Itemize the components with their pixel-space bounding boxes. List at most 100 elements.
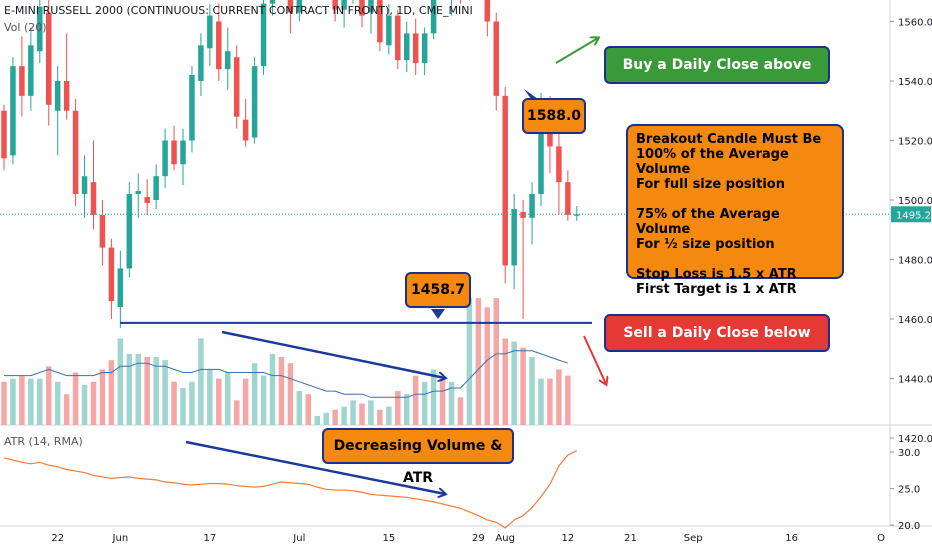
volume-bar bbox=[332, 409, 338, 425]
volume-bar bbox=[377, 409, 383, 425]
candle-body bbox=[556, 146, 562, 183]
candle-body bbox=[574, 214, 580, 216]
candle-body bbox=[368, 0, 374, 13]
price-tick-label: 1480.0 bbox=[898, 256, 932, 267]
candle-body bbox=[37, 6, 43, 52]
candle-body bbox=[484, 0, 491, 22]
volume-bar bbox=[1, 381, 7, 425]
candle-body bbox=[511, 208, 517, 266]
volume-bar bbox=[99, 369, 106, 425]
volume-bar bbox=[368, 400, 374, 425]
volume-bar bbox=[296, 391, 303, 425]
volume-bar bbox=[207, 369, 213, 425]
time-tick-label: 16 bbox=[785, 533, 798, 544]
candle-body bbox=[538, 101, 544, 195]
price-tick-label: 1560.0 bbox=[898, 18, 932, 29]
candle-body bbox=[269, 0, 276, 4]
volume-bar bbox=[314, 415, 320, 425]
volume-bar bbox=[278, 357, 285, 425]
atr-tick-label: 20.0 bbox=[898, 521, 920, 532]
volume-bar bbox=[395, 391, 401, 425]
time-tick-label: 17 bbox=[203, 533, 216, 544]
volume-bar bbox=[430, 369, 437, 425]
volume-bar bbox=[90, 381, 97, 425]
candle-body bbox=[10, 66, 16, 156]
atr-line bbox=[3, 450, 578, 529]
volume-bar bbox=[305, 394, 312, 425]
candle-body bbox=[144, 197, 150, 203]
rules-line: For ½ size position bbox=[636, 237, 775, 252]
candle-body bbox=[1, 110, 7, 159]
volume-bar bbox=[242, 378, 249, 425]
volume-bar bbox=[448, 381, 455, 425]
sell-callout: Sell a Daily Close below Range bbox=[604, 314, 830, 375]
volume-bar bbox=[538, 378, 544, 425]
candle-body bbox=[28, 45, 34, 96]
volume-bar bbox=[520, 347, 526, 425]
candle-body bbox=[233, 57, 240, 117]
candle-body bbox=[359, 0, 365, 16]
candle-body bbox=[198, 45, 204, 81]
volume-bar bbox=[135, 353, 141, 425]
volume-bar bbox=[180, 388, 186, 425]
last-price-tag bbox=[891, 206, 931, 223]
candle-body bbox=[126, 194, 133, 269]
symbol-title: E-MINI RUSSELL 2000 (CONTINUOUS: CURRENT… bbox=[4, 4, 473, 17]
rules-line: Stop Loss is 1.5 x ATR bbox=[636, 267, 797, 282]
volume-bar bbox=[421, 381, 428, 425]
candle-body bbox=[99, 214, 106, 248]
volume-bar bbox=[502, 338, 508, 425]
time-tick-label: 29 bbox=[472, 533, 485, 544]
rules-line: 100% of the Average Volume bbox=[636, 147, 789, 177]
candle-body bbox=[19, 66, 25, 96]
volume-bar bbox=[72, 372, 79, 425]
price-tick-label: 1520.0 bbox=[898, 137, 932, 148]
candle-body bbox=[90, 182, 97, 215]
price-tick-label: 1420.0 bbox=[898, 434, 932, 445]
time-tick-label: 15 bbox=[382, 533, 395, 544]
candle-body bbox=[287, 0, 294, 13]
candle-body bbox=[117, 268, 124, 308]
volume-bar bbox=[484, 307, 491, 425]
candle-body bbox=[565, 182, 571, 215]
support-price-callout: 1458.7 bbox=[405, 272, 471, 308]
atr-tick-label: 25.0 bbox=[898, 485, 920, 496]
volume-bar bbox=[404, 394, 410, 425]
volume-bar bbox=[171, 381, 177, 425]
candle-body bbox=[341, 0, 347, 10]
volume-bar bbox=[350, 400, 356, 425]
volume-bar bbox=[46, 366, 52, 425]
buy-callout: Buy a Daily Close above Range bbox=[604, 46, 830, 107]
time-tick-label: 22 bbox=[51, 533, 64, 544]
volume-bar bbox=[126, 353, 133, 425]
volume-bar bbox=[547, 378, 553, 425]
volume-bar bbox=[54, 381, 61, 425]
volume-bar bbox=[439, 378, 446, 425]
volume-bar bbox=[475, 298, 482, 425]
candle-body bbox=[430, 0, 437, 34]
volume-bar bbox=[251, 363, 258, 425]
volume-bar bbox=[19, 375, 25, 425]
candle-body bbox=[72, 110, 79, 195]
volume-bar bbox=[10, 378, 16, 425]
candle-body bbox=[135, 191, 141, 195]
volume-bar bbox=[260, 375, 267, 425]
price-tick-label: 1440.0 bbox=[898, 375, 932, 386]
resistance-price-callout: 1588.0 bbox=[522, 98, 586, 134]
volume-bar bbox=[386, 406, 392, 425]
time-tick-label: 12 bbox=[561, 533, 574, 544]
volume-bar bbox=[457, 397, 464, 425]
support-callout-pointer bbox=[431, 309, 445, 319]
rules-line: For full size position bbox=[636, 177, 785, 192]
volume-bar bbox=[37, 378, 43, 425]
atr-label: ATR (14, RMA) bbox=[4, 435, 83, 448]
time-tick-label: Sep bbox=[684, 533, 703, 544]
candle-body bbox=[153, 176, 159, 200]
candle-body bbox=[46, 12, 52, 105]
candle-body bbox=[502, 95, 508, 266]
candle-body bbox=[395, 15, 401, 61]
candle-body bbox=[54, 81, 61, 111]
candle-body bbox=[332, 0, 338, 10]
volume-bar bbox=[412, 375, 419, 425]
